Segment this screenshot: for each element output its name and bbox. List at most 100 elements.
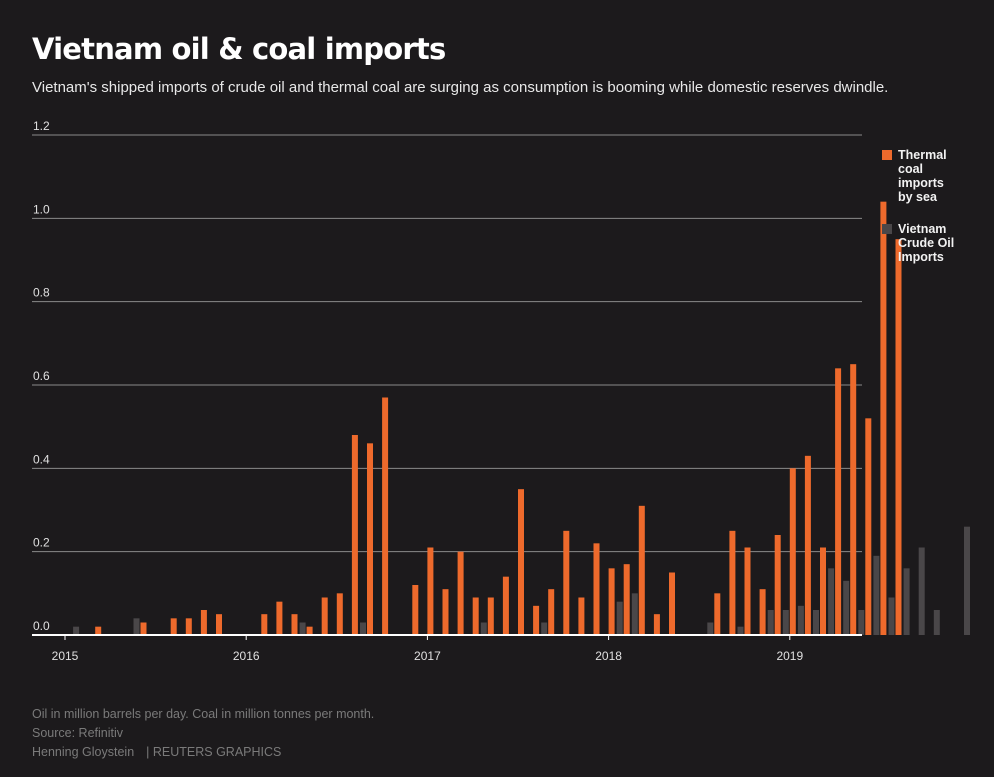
bar-oil bbox=[480, 622, 487, 635]
footer-credit: Henning Gloystein | REUTERS GRAPHICS bbox=[32, 743, 374, 762]
bar-coal bbox=[502, 576, 509, 635]
y-tick-label: 1.0 bbox=[33, 202, 50, 216]
bar-oil bbox=[299, 622, 306, 635]
bar-coal bbox=[623, 564, 630, 635]
bar-oil bbox=[797, 605, 804, 635]
x-tick-label: 2017 bbox=[414, 649, 441, 663]
bar-coal bbox=[804, 455, 811, 635]
bar-coal bbox=[563, 530, 570, 635]
bar-oil bbox=[873, 555, 880, 635]
bar-coal bbox=[593, 543, 600, 635]
bar-coal bbox=[261, 614, 268, 635]
bar-oil bbox=[707, 622, 714, 635]
x-tick-label: 2016 bbox=[233, 649, 260, 663]
bar-oil bbox=[903, 568, 910, 635]
bar-oil bbox=[964, 526, 970, 635]
bar-coal bbox=[744, 547, 751, 635]
footer-note: Oil in million barrels per day. Coal in … bbox=[32, 707, 375, 721]
bar-coal bbox=[276, 601, 283, 635]
legend: Thermal coal imports by sea Vietnam Crud… bbox=[882, 148, 987, 282]
bar-coal bbox=[427, 547, 434, 635]
y-tick-label: 0.8 bbox=[33, 286, 50, 300]
x-tick-label: 2019 bbox=[776, 649, 803, 663]
bar-oil bbox=[737, 626, 744, 635]
bar-oil bbox=[858, 610, 865, 635]
bar-coal bbox=[820, 547, 826, 635]
bar-oil bbox=[541, 622, 548, 635]
bar-coal bbox=[548, 589, 555, 635]
bar-oil bbox=[828, 568, 835, 635]
bar-coal bbox=[789, 468, 796, 635]
bar-coal bbox=[774, 535, 781, 635]
bar-oil bbox=[933, 610, 940, 635]
bar-coal bbox=[865, 418, 872, 635]
bar-oil bbox=[918, 547, 925, 635]
bar-oil bbox=[888, 597, 895, 635]
legend-swatch-coal bbox=[882, 150, 892, 160]
bar-coal bbox=[669, 572, 675, 635]
bar-coal bbox=[578, 597, 585, 635]
bar-coal bbox=[487, 597, 494, 635]
bar-coal bbox=[653, 614, 660, 635]
bar-oil bbox=[133, 618, 140, 635]
bar-coal bbox=[291, 614, 298, 635]
bar-oil bbox=[631, 593, 638, 635]
bar-coal bbox=[729, 530, 736, 635]
bar-oil bbox=[360, 622, 366, 635]
chart-subtitle: Vietnam's shipped imports of crude oil a… bbox=[32, 79, 889, 96]
bar-coal bbox=[306, 626, 313, 635]
footer-author: Henning Gloystein bbox=[32, 745, 135, 759]
bar-chart: 0.0 0.2 0.4 0.6 0.8 1.0 1.2 2015 2016 2017 2018 201… bbox=[32, 119, 970, 663]
bar-coal bbox=[382, 397, 389, 635]
bar-oil bbox=[813, 610, 819, 635]
y-tick-label: 0.0 bbox=[33, 619, 50, 633]
bar-coal bbox=[140, 622, 147, 635]
bar-coal bbox=[442, 589, 449, 635]
legend-swatch-oil bbox=[882, 224, 892, 234]
bar-coal bbox=[321, 597, 328, 635]
bar-oil bbox=[73, 626, 80, 635]
bar-coal bbox=[216, 614, 222, 635]
bar-coal bbox=[895, 239, 902, 636]
y-tick-label: 0.2 bbox=[33, 536, 50, 550]
legend-item-coal: Thermal coal imports by sea bbox=[882, 148, 987, 204]
bar-oil bbox=[616, 601, 623, 635]
bar-coal bbox=[759, 589, 766, 635]
bar-coal bbox=[880, 201, 887, 636]
legend-item-oil: Vietnam Crude Oil Imports bbox=[882, 222, 987, 264]
legend-label-oil: Vietnam Crude Oil Imports bbox=[898, 222, 955, 264]
bar-coal bbox=[533, 605, 540, 635]
bar-oil bbox=[767, 610, 774, 635]
bar-coal bbox=[638, 505, 645, 635]
bar-layer bbox=[73, 201, 970, 636]
footer-brand: | REUTERS GRAPHICS bbox=[146, 745, 282, 759]
bar-coal bbox=[457, 551, 464, 635]
bar-coal bbox=[200, 610, 207, 635]
bar-coal bbox=[472, 597, 479, 635]
x-tick-label: 2018 bbox=[595, 649, 622, 663]
bar-coal bbox=[850, 364, 857, 635]
bar-coal bbox=[351, 435, 358, 635]
y-tick-label: 0.4 bbox=[33, 452, 50, 466]
legend-label-coal: Thermal coal imports by sea bbox=[898, 148, 947, 204]
bar-coal bbox=[336, 593, 343, 635]
bar-coal bbox=[95, 626, 102, 635]
axis-layer: 0.0 0.2 0.4 0.6 0.8 1.0 1.2 2015 2016 2017 2018 201… bbox=[32, 119, 862, 663]
x-tick-label: 2015 bbox=[52, 649, 79, 663]
bar-oil bbox=[782, 610, 789, 635]
bar-coal bbox=[412, 585, 419, 635]
bar-coal bbox=[170, 618, 177, 635]
bar-oil bbox=[843, 580, 850, 635]
y-tick-label: 1.2 bbox=[33, 119, 50, 133]
bar-coal bbox=[185, 618, 192, 635]
bar-coal bbox=[367, 443, 373, 635]
bar-coal bbox=[835, 368, 842, 635]
bar-coal bbox=[518, 489, 524, 635]
footer: Oil in million barrels per day. Coal in … bbox=[32, 705, 374, 762]
bar-coal bbox=[608, 568, 615, 635]
chart-title: Vietnam oil & coal imports bbox=[32, 32, 446, 66]
footer-source: Source: Refinitiv bbox=[32, 726, 124, 740]
y-tick-label: 0.6 bbox=[33, 369, 50, 383]
bar-coal bbox=[714, 593, 721, 635]
grid-layer bbox=[32, 134, 862, 553]
